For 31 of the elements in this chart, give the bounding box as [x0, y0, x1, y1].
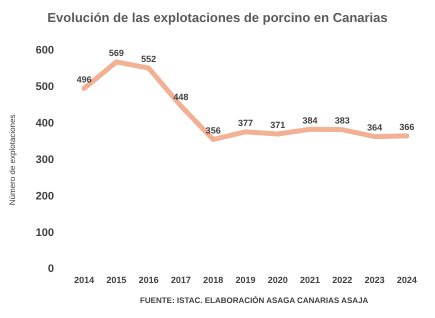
y-tick-label: 400: [36, 118, 54, 130]
y-tick-label: 500: [36, 81, 54, 94]
data-label: 552: [141, 54, 156, 64]
y-tick-label: 0: [48, 263, 54, 276]
x-tick-label: 2018: [203, 275, 224, 286]
x-tick-label: 2016: [138, 275, 159, 286]
y-tick-label: 200: [36, 190, 54, 202]
x-tick-label: 2014: [74, 275, 94, 286]
y-axis-title: Número de explotaciones: [8, 114, 18, 206]
data-label: 384: [302, 115, 318, 126]
data-label: 366: [399, 122, 414, 132]
x-tick-label: 2022: [332, 275, 352, 286]
data-label: 364: [367, 122, 382, 133]
data-label: 371: [270, 120, 286, 130]
x-tick-label: 2020: [268, 275, 288, 286]
source-note: FUENTE: ISTAC. ELABORACIÓN ASAGA CANARIAS ASAJA: [140, 296, 368, 305]
data-label: 496: [76, 74, 92, 84]
data-label: 383: [334, 116, 350, 126]
y-tick-label: 600: [36, 44, 54, 57]
x-tick-label: 2024: [396, 275, 417, 286]
data-label: 377: [238, 118, 253, 128]
y-tick-label: 300: [36, 154, 54, 166]
chart-title: Evolución de las explotaciones de porcino en Canarias: [46, 10, 389, 25]
x-tick-label: 2021: [300, 275, 320, 286]
y-tick-label: 100: [36, 226, 54, 239]
x-tick-label: 2017: [170, 275, 191, 286]
x-tick-label: 2015: [106, 275, 126, 286]
data-label: 356: [206, 125, 221, 136]
x-tick-label: 2023: [364, 275, 385, 286]
data-label: 569: [108, 48, 124, 58]
x-tick-label: 2019: [235, 275, 256, 286]
